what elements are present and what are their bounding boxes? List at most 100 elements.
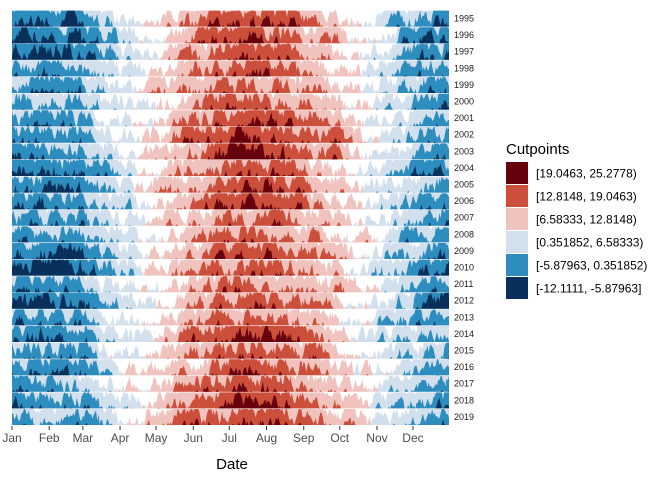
band-neg-light bbox=[12, 226, 449, 243]
year-label: 2006 bbox=[454, 196, 474, 206]
band-neg-mid bbox=[12, 375, 449, 392]
band-neg-light bbox=[12, 10, 449, 27]
band-neg-dark bbox=[12, 314, 449, 326]
band-pos-mid bbox=[12, 60, 449, 77]
band-neg-mid bbox=[12, 10, 449, 27]
horizon-row bbox=[12, 209, 449, 226]
band-pos-mid bbox=[12, 43, 449, 60]
band-neg-mid bbox=[12, 226, 449, 243]
horizon-row bbox=[12, 326, 449, 342]
horizon-row bbox=[12, 143, 449, 160]
legend-swatch bbox=[506, 185, 528, 207]
band-neg-light bbox=[12, 43, 449, 60]
band-neg-light bbox=[12, 77, 449, 93]
horizon-row bbox=[12, 226, 449, 243]
legend-label: [19.0463, 25.2778) bbox=[536, 167, 637, 181]
band-pos-dark bbox=[12, 365, 449, 376]
year-label: 2012 bbox=[454, 296, 474, 306]
legend-label: [12.8148, 19.0463) bbox=[536, 190, 637, 204]
year-label: 2013 bbox=[454, 312, 474, 322]
band-neg-light bbox=[12, 193, 449, 210]
x-tick-label: Aug bbox=[256, 431, 277, 445]
band-pos-mid bbox=[12, 292, 449, 309]
year-label: 2010 bbox=[454, 263, 474, 273]
year-label: 2009 bbox=[454, 246, 474, 256]
year-label: 2003 bbox=[454, 146, 474, 156]
horizon-row bbox=[12, 93, 449, 110]
year-label: 2008 bbox=[454, 229, 474, 239]
x-axis-title: Date bbox=[216, 456, 248, 473]
year-label: 1999 bbox=[454, 80, 474, 90]
x-tick-label: Feb bbox=[39, 431, 60, 445]
horizon-row bbox=[12, 60, 449, 77]
band-neg-mid bbox=[12, 143, 449, 160]
band-pos-mid bbox=[12, 193, 449, 210]
band-neg-dark bbox=[12, 195, 449, 210]
band-neg-light bbox=[12, 27, 449, 44]
legend-label: [-5.87963, 0.351852) bbox=[536, 259, 647, 273]
band-pos-mid bbox=[12, 392, 449, 409]
band-neg-dark bbox=[12, 43, 449, 60]
legend-title: Cutpoints bbox=[506, 141, 569, 158]
year-label: 2015 bbox=[454, 346, 474, 356]
year-label: 1998 bbox=[454, 63, 474, 73]
band-pos-light bbox=[12, 259, 449, 276]
year-label: 2011 bbox=[454, 279, 473, 289]
band-neg-light bbox=[12, 359, 449, 376]
year-label: 2017 bbox=[454, 379, 474, 389]
horizon-row bbox=[12, 160, 449, 176]
band-neg-light bbox=[12, 309, 449, 326]
x-tick-label: Oct bbox=[330, 431, 349, 445]
band-neg-light bbox=[12, 243, 449, 259]
horizon-row bbox=[12, 43, 449, 60]
band-neg-dark bbox=[12, 363, 449, 376]
band-neg-mid bbox=[12, 259, 449, 276]
legend-label: [-12.1111, -5.87963] bbox=[536, 282, 641, 296]
band-pos-mid bbox=[12, 77, 449, 93]
band-neg-light bbox=[12, 160, 449, 176]
band-pos-mid bbox=[12, 209, 449, 226]
year-label: 1995 bbox=[454, 14, 474, 24]
band-neg-dark bbox=[12, 27, 449, 44]
band-pos-light bbox=[12, 292, 449, 309]
band-neg-dark bbox=[12, 66, 449, 77]
year-label: 2001 bbox=[454, 113, 474, 123]
band-neg-mid bbox=[12, 93, 449, 110]
band-neg-light bbox=[12, 292, 449, 309]
year-labels: 1995 1996 1997 1998 1999 2000 2001 2002 2003 2004… bbox=[454, 14, 474, 422]
band-pos-light bbox=[12, 309, 449, 326]
band-neg-light bbox=[12, 409, 449, 425]
band-pos-mid bbox=[12, 27, 449, 44]
band-neg-mid bbox=[12, 392, 449, 409]
horizon-row bbox=[12, 77, 449, 93]
band-pos-dark bbox=[12, 14, 449, 27]
band-neg-mid bbox=[12, 276, 449, 293]
year-label: 2018 bbox=[454, 395, 474, 405]
x-tick-label: Dec bbox=[402, 431, 423, 445]
year-label: 2005 bbox=[454, 180, 474, 190]
band-pos-dark bbox=[12, 30, 449, 44]
band-neg-dark bbox=[12, 243, 449, 259]
legend-label: [6.58333, 12.8148) bbox=[536, 213, 637, 227]
band-neg-mid bbox=[12, 60, 449, 77]
band-pos-light bbox=[12, 160, 449, 176]
band-pos-dark bbox=[12, 217, 449, 226]
horizon-row bbox=[12, 259, 449, 276]
horizon-row bbox=[12, 276, 449, 293]
x-tick-label: Nov bbox=[366, 431, 387, 445]
band-pos-mid bbox=[12, 243, 449, 259]
band-pos-mid bbox=[12, 93, 449, 110]
horizon-row bbox=[12, 392, 449, 409]
band-pos-mid bbox=[12, 326, 449, 342]
band-pos-dark bbox=[12, 126, 449, 143]
legend-swatch bbox=[506, 162, 528, 184]
band-neg-mid bbox=[12, 77, 449, 93]
legend-swatch bbox=[506, 231, 528, 253]
x-tick-label: Mar bbox=[72, 431, 93, 445]
band-neg-mid bbox=[12, 292, 449, 309]
x-tick-label: Sep bbox=[293, 431, 315, 445]
year-label: 1996 bbox=[454, 30, 474, 40]
legend-label: [0.351852, 6.58333) bbox=[536, 236, 643, 250]
band-neg-mid bbox=[12, 126, 449, 143]
band-neg-dark bbox=[12, 259, 449, 276]
